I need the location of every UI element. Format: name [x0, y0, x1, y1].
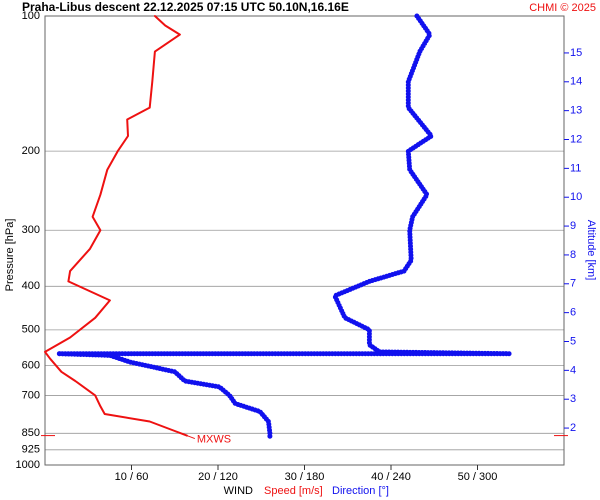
y2-tick-label: 12 [570, 133, 582, 145]
annotation-leader [186, 435, 196, 440]
y2-tick-label: 6 [570, 307, 576, 319]
y-tick-label: 200 [22, 145, 40, 157]
y-tick-label: 400 [22, 280, 40, 292]
y-tick-label: 600 [22, 359, 40, 371]
y-axis-label: Pressure [hPa] [4, 219, 16, 292]
y2-tick-label: 4 [570, 364, 576, 376]
plot-frame [44, 15, 565, 466]
y2-tick-label: 9 [570, 220, 576, 232]
y2-tick-label: 10 [570, 191, 582, 203]
x-tick-label: 10 / 60 [115, 471, 149, 483]
y-tick-label: 1000 [16, 459, 40, 471]
annotation: MXWS [197, 433, 231, 445]
y-tick-label: 850 [22, 427, 40, 439]
y2-tick-label: 8 [570, 249, 576, 261]
y2-tick-label: 3 [570, 393, 576, 405]
y2-tick-label: 11 [570, 162, 581, 174]
chart-title: Praha-Libus descent 22.12.2025 07:15 UTC… [22, 0, 349, 14]
x-axis-label-speed: Speed [m/s] [264, 485, 323, 497]
y2-tick-label: 5 [570, 335, 576, 347]
y-tick-label: 100 [22, 10, 40, 22]
y-tick-label: 500 [22, 324, 40, 336]
credit: CHMI © 2025 [529, 2, 596, 14]
y2-tick-label: 7 [570, 278, 576, 290]
y-tick-label: 700 [22, 389, 40, 401]
y2-tick-label: 2 [570, 422, 576, 434]
y2-axis-label: Altitude [km] [585, 220, 597, 281]
direction-line [55, 13, 512, 441]
x-tick-label: 50 / 300 [458, 471, 498, 483]
x-tick-label: 30 / 180 [285, 471, 325, 483]
y2-tick-label: 15 [570, 47, 582, 59]
x-tick-label: 40 / 240 [371, 471, 411, 483]
speed-line [44, 15, 188, 437]
y-tick-label: 925 [22, 444, 40, 456]
x-axis-label: WIND [224, 485, 253, 497]
x-tick-label: 20 / 120 [198, 471, 238, 483]
y2-tick-label: 13 [570, 105, 582, 117]
y-tick-label: 300 [22, 224, 40, 236]
y2-tick-label: 14 [570, 76, 582, 88]
x-axis-label-direction: Direction [°] [332, 485, 389, 497]
